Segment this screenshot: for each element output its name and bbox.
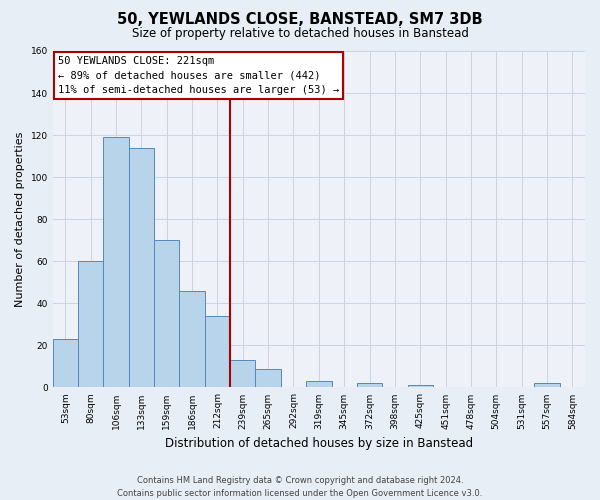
X-axis label: Distribution of detached houses by size in Banstead: Distribution of detached houses by size … bbox=[165, 437, 473, 450]
Bar bbox=[256, 368, 281, 388]
Text: Contains HM Land Registry data © Crown copyright and database right 2024.
Contai: Contains HM Land Registry data © Crown c… bbox=[118, 476, 482, 498]
Text: Size of property relative to detached houses in Banstead: Size of property relative to detached ho… bbox=[131, 28, 469, 40]
Y-axis label: Number of detached properties: Number of detached properties bbox=[15, 132, 25, 307]
Bar bbox=[205, 316, 230, 388]
Bar bbox=[154, 240, 179, 388]
Bar bbox=[78, 262, 103, 388]
Bar bbox=[129, 148, 154, 388]
Bar bbox=[179, 290, 205, 388]
Bar bbox=[230, 360, 256, 388]
Text: 50, YEWLANDS CLOSE, BANSTEAD, SM7 3DB: 50, YEWLANDS CLOSE, BANSTEAD, SM7 3DB bbox=[117, 12, 483, 28]
Bar bbox=[103, 137, 129, 388]
Bar bbox=[306, 381, 332, 388]
Bar bbox=[535, 383, 560, 388]
Bar bbox=[53, 339, 78, 388]
Bar bbox=[357, 383, 382, 388]
Bar bbox=[407, 386, 433, 388]
Text: 50 YEWLANDS CLOSE: 221sqm
← 89% of detached houses are smaller (442)
11% of semi: 50 YEWLANDS CLOSE: 221sqm ← 89% of detac… bbox=[58, 56, 339, 95]
